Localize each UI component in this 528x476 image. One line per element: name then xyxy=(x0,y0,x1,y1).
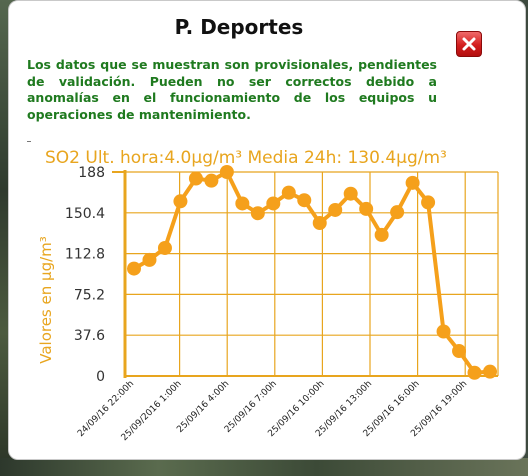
close-icon xyxy=(462,37,476,51)
close-button[interactable] xyxy=(456,31,482,57)
data-point[interactable] xyxy=(266,196,281,211)
data-point[interactable] xyxy=(219,165,234,179)
data-point[interactable] xyxy=(235,196,250,211)
data-point[interactable] xyxy=(405,175,420,190)
data-point[interactable] xyxy=(467,365,482,380)
data-point[interactable] xyxy=(343,186,358,201)
data-point[interactable] xyxy=(452,344,467,359)
data-point[interactable] xyxy=(483,364,497,379)
chart-axes xyxy=(112,170,498,378)
data-point[interactable] xyxy=(281,185,296,200)
y-tick-label: 37.6 xyxy=(74,328,105,344)
data-point[interactable] xyxy=(127,261,141,276)
data-point[interactable] xyxy=(297,193,312,208)
popup-title: P. Deportes xyxy=(174,15,304,39)
y-tick-labels: 0 37.6 75.2 112.8 150.4 188 xyxy=(65,165,105,385)
data-point[interactable] xyxy=(173,194,188,209)
provisional-data-notice: Los datos que se muestran son provisiona… xyxy=(27,57,437,122)
data-point[interactable] xyxy=(157,240,172,255)
series-line xyxy=(133,170,491,375)
data-point[interactable] xyxy=(142,252,157,267)
data-point[interactable] xyxy=(204,173,219,188)
y-tick-label: 150.4 xyxy=(65,206,105,222)
y-tick-label: 75.2 xyxy=(74,287,105,303)
data-point[interactable] xyxy=(421,195,436,210)
map-background-bottom xyxy=(0,458,528,476)
data-point[interactable] xyxy=(359,201,374,216)
y-tick-label: 188 xyxy=(78,165,105,181)
data-point[interactable] xyxy=(436,324,451,339)
chart-heading: SO2 Ult. hora:4.0µg/m³ Media 24h: 130.4µ… xyxy=(45,148,447,168)
station-popup: P. Deportes Los datos que se muestran so… xyxy=(8,0,526,460)
chart-series xyxy=(127,165,497,380)
y-tick-label: 112.8 xyxy=(65,247,105,263)
data-point[interactable] xyxy=(374,227,389,242)
data-point[interactable] xyxy=(390,205,405,220)
divider xyxy=(27,141,31,142)
data-point[interactable] xyxy=(188,171,203,186)
y-tick-label: 0 xyxy=(96,369,105,385)
data-point[interactable] xyxy=(328,202,343,217)
y-axis-label: Valores en µg/m³ xyxy=(37,236,55,364)
data-point[interactable] xyxy=(250,206,265,221)
data-point[interactable] xyxy=(312,216,327,230)
